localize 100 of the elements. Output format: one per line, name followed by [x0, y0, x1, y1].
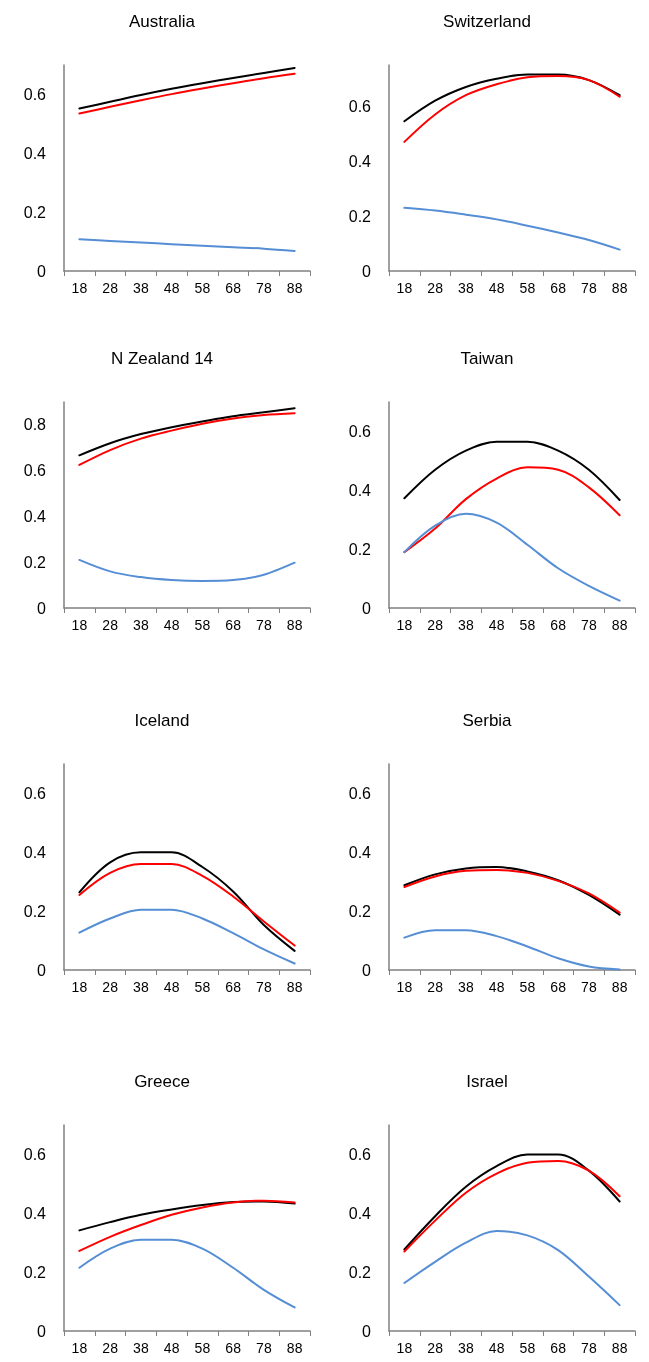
y-tick-label: 0.4	[23, 843, 47, 861]
y-tick-label: 0.8	[23, 416, 47, 434]
chart-title: Iceland	[134, 711, 190, 730]
x-tick-label: 18	[71, 1340, 88, 1356]
line-series	[403, 74, 621, 143]
x-tick-label: 78	[256, 979, 272, 995]
x-tick-label: 88	[611, 979, 628, 995]
line-series	[78, 412, 296, 466]
y-tick-label: 0	[37, 262, 47, 280]
x-tick-label: 18	[396, 280, 413, 296]
x-tick-label: 58	[519, 1340, 536, 1356]
x-tick-label: 48	[163, 1340, 180, 1356]
x-tick-label: 18	[71, 280, 88, 296]
y-tick-label: 0.4	[348, 152, 372, 170]
x-tick-label: 38	[133, 280, 149, 296]
chart-title: Australia	[128, 12, 196, 31]
y-tick-label: 0	[362, 961, 372, 979]
y-tick-label: 0	[362, 1322, 372, 1340]
line-series	[403, 206, 621, 251]
y-tick-label: 0.4	[348, 1204, 372, 1222]
x-tick-label: 28	[427, 1340, 444, 1356]
chart-title: Greece	[134, 1072, 190, 1091]
chart-title: Taiwan	[460, 349, 514, 368]
chart-title: N Zealand 14	[110, 349, 214, 368]
line-series	[403, 929, 621, 971]
line-series	[403, 466, 621, 554]
x-tick-label: 78	[581, 617, 597, 633]
y-tick-label: 0.2	[23, 1263, 47, 1281]
x-tick-label: 48	[488, 280, 505, 296]
chart-title: Israel	[466, 1072, 508, 1091]
y-tick-label: 0.2	[348, 540, 372, 558]
x-tick-label: 38	[458, 1340, 474, 1356]
y-tick-label: 0.6	[23, 784, 47, 802]
x-tick-label: 88	[286, 617, 303, 633]
y-tick-label: 0.2	[348, 1263, 372, 1281]
x-tick-label: 58	[194, 1340, 211, 1356]
x-tick-label: 18	[71, 617, 88, 633]
y-tick-label: 0.2	[348, 207, 372, 225]
x-tick-label: 28	[102, 1340, 119, 1356]
x-tick-label: 28	[102, 979, 119, 995]
line-series	[403, 1229, 621, 1307]
x-tick-label: 18	[396, 617, 413, 633]
x-tick-label: 28	[427, 979, 444, 995]
y-tick-label: 0.2	[23, 553, 47, 571]
x-tick-label: 58	[194, 617, 211, 633]
line-series	[78, 558, 296, 582]
x-tick-label: 68	[225, 617, 242, 633]
y-tick-label: 0	[37, 1322, 47, 1340]
y-tick-label: 0.4	[23, 507, 47, 525]
x-tick-label: 88	[611, 1340, 628, 1356]
line-series	[403, 73, 621, 123]
x-tick-label: 38	[133, 1340, 149, 1356]
x-tick-label: 68	[225, 280, 242, 296]
x-tick-label: 48	[488, 617, 505, 633]
x-tick-label: 78	[256, 617, 272, 633]
x-tick-label: 78	[581, 280, 597, 296]
x-tick-label: 78	[581, 979, 597, 995]
x-tick-label: 48	[163, 617, 180, 633]
x-tick-label: 68	[225, 1340, 242, 1356]
x-tick-label: 18	[396, 1340, 413, 1356]
x-tick-label: 78	[581, 1340, 597, 1356]
x-tick-label: 68	[550, 979, 567, 995]
x-tick-label: 48	[488, 1340, 505, 1356]
chart-title: Switzerland	[443, 12, 531, 31]
y-tick-label: 0.2	[23, 203, 47, 221]
x-tick-label: 88	[286, 280, 303, 296]
x-tick-label: 88	[611, 280, 628, 296]
x-tick-label: 18	[71, 979, 88, 995]
line-series	[403, 440, 621, 501]
line-series	[78, 1238, 296, 1309]
y-tick-label: 0	[37, 961, 47, 979]
line-series	[78, 851, 296, 952]
x-tick-label: 28	[102, 280, 119, 296]
x-tick-label: 18	[396, 979, 413, 995]
line-series	[403, 512, 621, 602]
y-tick-label: 0.4	[348, 481, 372, 499]
x-tick-label: 88	[611, 617, 628, 633]
line-series	[78, 238, 296, 252]
y-tick-label: 0	[362, 599, 372, 617]
y-tick-label: 0.6	[23, 1145, 47, 1163]
x-tick-label: 88	[286, 979, 303, 995]
x-tick-label: 68	[225, 979, 242, 995]
y-tick-label: 0.2	[348, 902, 372, 920]
x-tick-label: 78	[256, 280, 272, 296]
x-tick-label: 38	[133, 979, 149, 995]
x-tick-label: 38	[458, 280, 474, 296]
x-tick-label: 88	[286, 1340, 303, 1356]
line-series	[78, 407, 296, 457]
x-tick-label: 58	[519, 979, 536, 995]
y-tick-label: 0.6	[348, 97, 372, 115]
x-tick-label: 58	[519, 280, 536, 296]
x-tick-label: 28	[427, 280, 444, 296]
y-tick-label: 0.2	[23, 902, 47, 920]
x-tick-label: 38	[458, 617, 474, 633]
y-tick-label: 0.6	[348, 1145, 372, 1163]
x-tick-label: 48	[488, 979, 505, 995]
line-series	[78, 1199, 296, 1252]
x-tick-label: 38	[133, 617, 149, 633]
x-tick-label: 38	[458, 979, 474, 995]
line-series	[78, 72, 296, 115]
